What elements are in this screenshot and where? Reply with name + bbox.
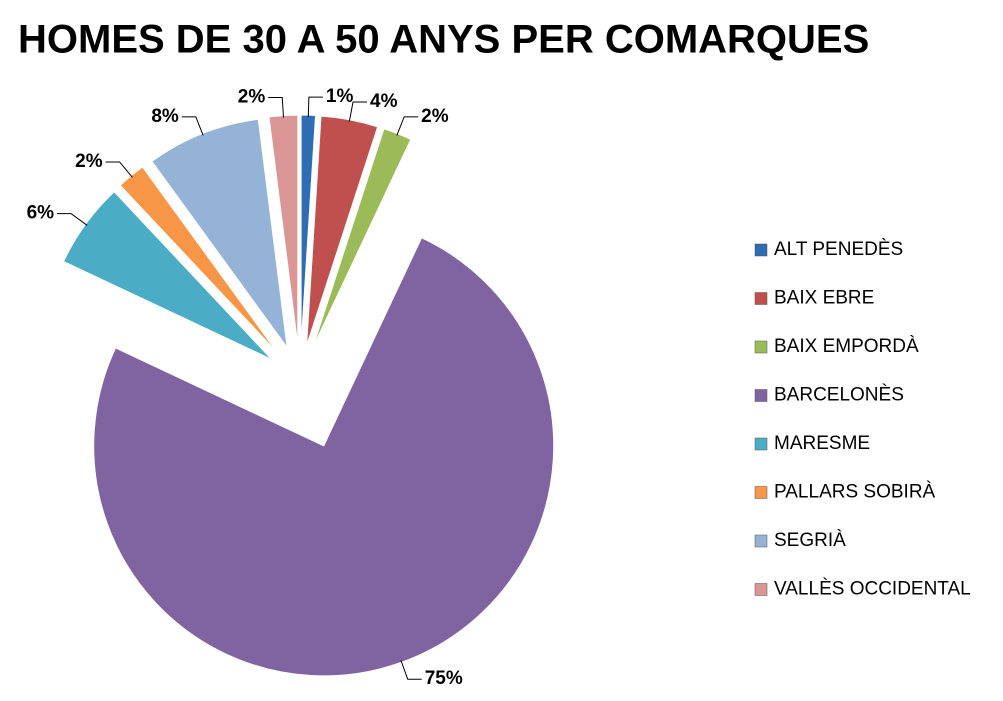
leader-line — [348, 101, 368, 122]
legend-swatch — [754, 486, 768, 499]
legend-swatch — [754, 243, 768, 257]
legend-label: BAIX EBRE — [774, 288, 874, 309]
chart-title: HOMES DE 30 A 50 ANYS PER COMARQUES — [18, 18, 869, 62]
leader-line — [396, 116, 419, 136]
leader-line — [307, 96, 323, 118]
legend-swatch — [754, 340, 768, 354]
legend-swatch — [754, 534, 768, 548]
legend-label: BAIX EMPORDÀ — [774, 336, 919, 357]
data-label: 1% — [326, 86, 354, 107]
data-label: 75% — [425, 668, 463, 689]
legend-label: SEGRIÀ — [774, 530, 846, 551]
legend-swatch — [754, 292, 768, 305]
legend-label: BARCELONÈS — [774, 385, 904, 406]
legend-swatch — [754, 437, 768, 451]
leader-line — [268, 97, 284, 118]
data-label: 2% — [238, 87, 266, 108]
data-label: 2% — [75, 151, 103, 172]
legend-label: PALLARS SOBIRÀ — [774, 482, 936, 503]
legend-label: VALLÈS OCCIDENTAL — [774, 579, 971, 600]
data-label: 2% — [421, 106, 449, 127]
data-label: 8% — [151, 106, 179, 127]
legend-swatch — [754, 389, 768, 402]
leader-line — [57, 213, 88, 226]
legend-label: ALT PENEDÈS — [774, 239, 903, 260]
data-label: 4% — [370, 91, 398, 112]
leader-line — [181, 116, 204, 136]
legend-swatch — [754, 583, 768, 596]
leader-line — [400, 660, 422, 680]
leader-line — [105, 161, 133, 178]
legend-label: MARESME — [774, 433, 870, 454]
data-label: 6% — [27, 203, 55, 224]
